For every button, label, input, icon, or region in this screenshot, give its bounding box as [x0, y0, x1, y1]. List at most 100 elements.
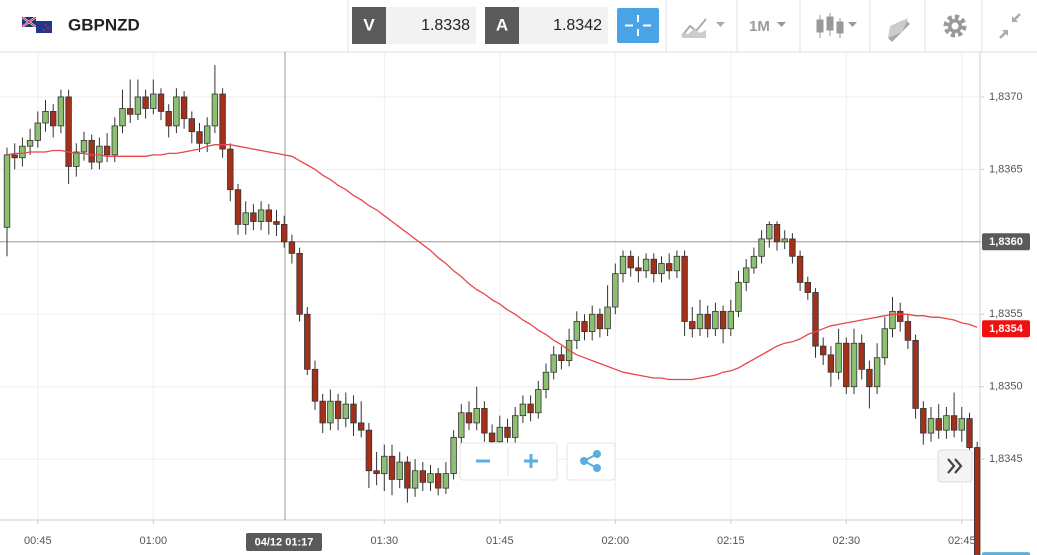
zoom-out-button[interactable]	[476, 459, 490, 463]
candle-body	[19, 145, 26, 159]
candle-style-button[interactable]	[816, 13, 857, 38]
candle-body	[173, 96, 180, 127]
candle-body	[42, 111, 49, 124]
x-tick-label: 02:00	[602, 535, 630, 547]
candles	[3, 65, 981, 555]
candle-body	[773, 224, 781, 243]
candle-body	[34, 122, 41, 141]
zoom-in-button[interactable]	[524, 454, 538, 468]
last-price-box	[982, 552, 1030, 555]
candle-body	[319, 400, 326, 424]
candle-body	[758, 238, 765, 257]
candle-body	[381, 455, 388, 475]
candle-body	[481, 408, 488, 434]
candle-body	[704, 313, 711, 330]
candle-body	[689, 321, 696, 330]
candle-body	[935, 418, 942, 431]
candle-body	[227, 148, 234, 191]
candle-body	[673, 255, 681, 272]
candle-body	[411, 470, 419, 489]
candle-body	[211, 93, 219, 127]
candle-body	[265, 209, 272, 222]
candle-body	[712, 310, 719, 330]
candle-body	[242, 212, 249, 225]
candle-body	[858, 342, 865, 370]
axis-labels: 04/12 01:17 1,8345 1,8350 1,8355 1,8360 1,83…	[24, 91, 1030, 555]
x-tick-label: 01:30	[371, 535, 399, 547]
candle-body	[873, 357, 881, 388]
candle-body	[96, 145, 103, 163]
candle-body	[642, 258, 650, 272]
candle-body	[966, 418, 973, 448]
timeframe[interactable]: 1M	[749, 18, 770, 35]
candle-body	[796, 255, 804, 283]
candle-body	[134, 96, 142, 115]
share-button[interactable]	[566, 442, 616, 481]
candle-body	[434, 473, 442, 489]
candle-body	[573, 321, 580, 341]
settings-button[interactable]	[943, 14, 967, 38]
candle-body	[127, 108, 134, 115]
candle-body	[219, 93, 226, 150]
candle-body	[427, 473, 434, 483]
candle-body	[458, 412, 465, 438]
candle-body	[273, 221, 280, 225]
candle-body	[88, 139, 95, 163]
bid-label: V	[363, 15, 375, 34]
x-tick-label: 02:45	[948, 535, 976, 547]
ask-price: 1.8342	[553, 17, 602, 34]
candle-body	[535, 389, 542, 414]
candle-body	[743, 267, 750, 283]
y-tick-label: 1,8350	[989, 381, 1023, 393]
draw-tools-button[interactable]	[888, 18, 910, 42]
x-tick-label: 01:00	[140, 535, 168, 547]
candle-body	[897, 310, 904, 322]
symbol: GBPNZD	[68, 15, 140, 34]
candle-body	[619, 255, 627, 275]
x-tick-label: 02:15	[717, 535, 745, 547]
candle-body	[80, 139, 88, 153]
candle-body	[604, 306, 611, 330]
candle-body	[719, 310, 727, 330]
candle-body	[735, 281, 742, 312]
candle-body	[958, 418, 965, 431]
candle-body	[26, 139, 34, 147]
candle-body	[843, 342, 850, 388]
candle-body	[627, 255, 634, 269]
candle-body	[835, 342, 842, 373]
candle-body	[150, 93, 157, 109]
moving-average-price-box	[982, 320, 1030, 338]
candle-body	[111, 125, 118, 156]
candle-body	[203, 125, 211, 144]
candle-body	[350, 403, 357, 424]
candle-body	[365, 429, 373, 472]
candle-body	[250, 212, 257, 222]
candle-body	[666, 263, 673, 272]
candle-body	[180, 96, 188, 120]
candle-body	[581, 321, 588, 333]
candle-body	[465, 412, 473, 424]
crosshair-button[interactable]	[617, 8, 659, 43]
candle-body	[589, 313, 596, 333]
ask-button[interactable]	[485, 7, 519, 44]
candle-body	[820, 345, 827, 356]
chart-type-button[interactable]	[681, 18, 725, 38]
scroll-right-button[interactable]	[937, 449, 973, 483]
collapse-button[interactable]	[999, 13, 1021, 39]
candle-body	[296, 252, 303, 315]
zoom-controls	[459, 442, 558, 481]
candle-body	[473, 408, 480, 424]
bid-button[interactable]	[352, 7, 386, 44]
candle-body	[727, 310, 734, 330]
y-tick-label: 1,8345	[989, 453, 1023, 465]
crosshair	[0, 52, 980, 520]
candle-body	[50, 111, 57, 127]
candle-body	[119, 108, 126, 127]
candle-body	[396, 461, 403, 480]
candle-body	[750, 255, 758, 269]
dropdown-arrow	[777, 22, 786, 27]
candle-body	[442, 473, 450, 489]
candle-body	[781, 238, 788, 243]
moving-average-line	[6, 144, 978, 381]
